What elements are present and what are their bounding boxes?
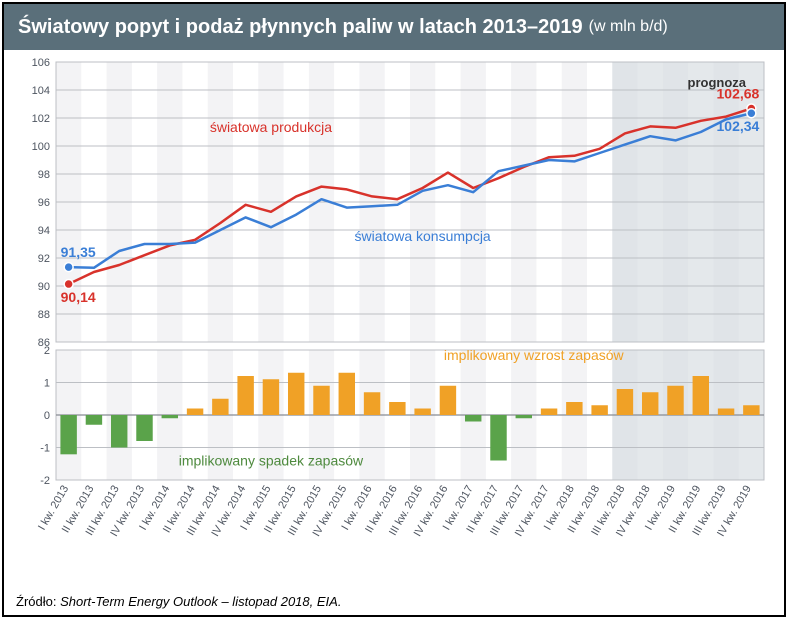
- chart-header: Światowy popyt i podaż płynnych paliw w …: [4, 4, 784, 50]
- svg-text:światowa konsumpcja: światowa konsumpcja: [355, 228, 491, 244]
- svg-text:90,14: 90,14: [61, 289, 96, 305]
- svg-text:światowa produkcja: światowa produkcja: [210, 119, 332, 135]
- svg-text:prognoza: prognoza: [688, 75, 747, 90]
- chart-unit: (w mln b/d): [589, 18, 668, 36]
- svg-text:-1: -1: [40, 443, 50, 455]
- source-text: Short-Term Energy Outlook – listopad 201…: [60, 594, 341, 609]
- svg-text:90: 90: [38, 281, 50, 293]
- source-line: Źródło: Short-Term Energy Outlook – list…: [16, 594, 341, 609]
- svg-text:100: 100: [32, 141, 50, 153]
- svg-text:implikowany wzrost zapasów: implikowany wzrost zapasów: [444, 347, 625, 363]
- svg-text:92: 92: [38, 253, 50, 265]
- svg-text:-2: -2: [40, 475, 50, 487]
- chart-frame: Światowy popyt i podaż płynnych paliw w …: [2, 2, 786, 617]
- svg-text:102,34: 102,34: [717, 118, 760, 134]
- svg-text:1: 1: [44, 378, 50, 390]
- svg-text:91,35: 91,35: [61, 244, 96, 260]
- svg-text:0: 0: [44, 410, 50, 422]
- svg-text:88: 88: [38, 309, 50, 321]
- chart-svg: 8688909294969810010210410691,3590,14102,…: [14, 56, 776, 586]
- svg-text:96: 96: [38, 197, 50, 209]
- svg-text:implikowany spadek zapasów: implikowany spadek zapasów: [179, 452, 364, 468]
- source-label: Źródło:: [16, 594, 56, 609]
- svg-text:2: 2: [44, 345, 50, 357]
- svg-text:94: 94: [38, 225, 50, 237]
- svg-text:104: 104: [32, 85, 50, 97]
- svg-text:106: 106: [32, 57, 50, 69]
- svg-text:98: 98: [38, 169, 50, 181]
- chart-title: Światowy popyt i podaż płynnych paliw w …: [18, 16, 583, 39]
- chart-area: 8688909294969810010210410691,3590,14102,…: [4, 50, 784, 583]
- svg-text:102: 102: [32, 113, 50, 125]
